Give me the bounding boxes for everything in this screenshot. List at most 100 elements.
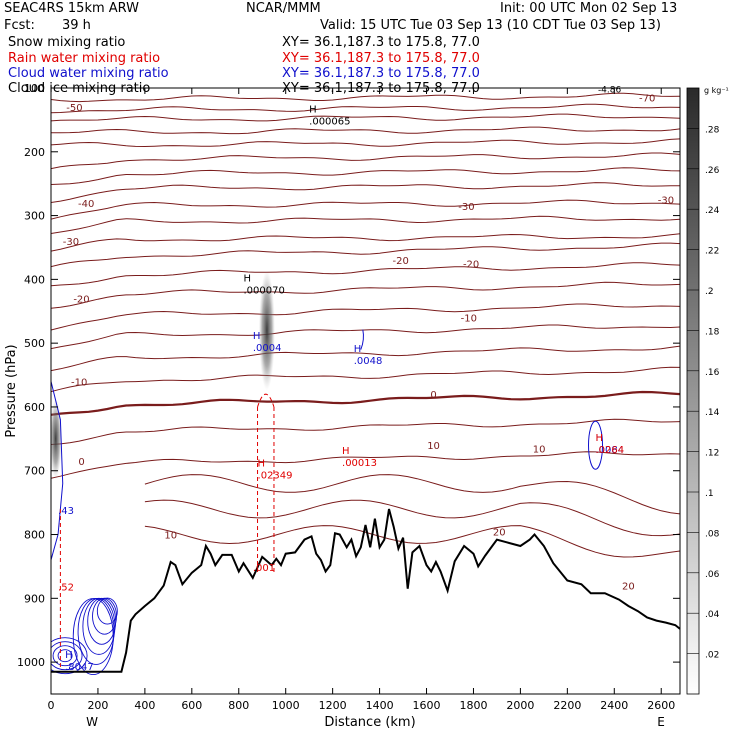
isotherm-line	[144, 525, 680, 558]
colorbar-tick-label: .24	[705, 206, 720, 216]
isotherm-label: -20	[73, 295, 89, 306]
x-tick-label: 400	[134, 699, 155, 712]
isotherm-label: -40	[78, 199, 94, 210]
extremum-letter: H	[342, 446, 350, 457]
isotherm-line	[144, 474, 680, 515]
y-tick-label: 900	[24, 592, 45, 605]
isotherm-line	[51, 182, 680, 203]
colorbar-unit: g kg⁻¹	[704, 86, 729, 95]
x-tick-label: 2000	[506, 699, 534, 712]
extremum-value: .43	[58, 506, 74, 517]
y-axis-label: Pressure (hPa)	[4, 344, 19, 437]
isotherm-line	[51, 303, 680, 331]
snow-column	[258, 270, 275, 391]
header-fcst-label: Fcst:	[4, 18, 35, 33]
isotherm-line	[51, 242, 680, 268]
isotherm-line	[51, 167, 680, 185]
colorbar-tick-label: .1	[705, 489, 714, 499]
extremum-letter: H	[258, 459, 266, 470]
isotherm-line	[51, 262, 680, 287]
y-tick-label: 300	[24, 210, 45, 223]
y-tick-label: 600	[24, 401, 45, 414]
colorbar-tick-label: .28	[705, 125, 720, 135]
cloud-water-contour	[588, 420, 604, 470]
extremum-value: .0048	[354, 356, 383, 367]
isotherm-line	[51, 324, 680, 350]
x-axis-left-end: W	[86, 715, 98, 729]
y-tick-label: 200	[24, 146, 45, 159]
header-valid: Valid: 15 UTC Tue 03 Sep 13 (10 CDT Tue …	[320, 18, 661, 33]
extremum-letter: H	[243, 274, 251, 285]
y-tick-label: 1000	[17, 656, 45, 669]
isotherm-line	[51, 113, 680, 122]
header-init: Init: 00 UTC Mon 02 Sep 13	[500, 1, 678, 16]
axes: 0 200 400 600 800 1000 1200 1400 1600 1800 2000 220…	[17, 82, 680, 712]
isotherm-label: -30	[63, 237, 79, 248]
isotherm-label: 0	[430, 390, 436, 401]
isotherm-label: -10	[461, 314, 477, 325]
colorbar-tick-label: .02	[705, 651, 719, 661]
isotherm-label: 10	[427, 441, 440, 452]
isotherm-line	[51, 92, 680, 103]
isotherm-line	[51, 345, 680, 372]
x-tick-label: 600	[181, 699, 202, 712]
extremum-letter: H	[596, 433, 604, 444]
terrain-line	[51, 508, 681, 673]
colorbar-tick-label: .04	[705, 610, 720, 620]
x-tick-label: 1800	[459, 699, 487, 712]
extremum-value: .52	[58, 582, 74, 593]
cloud-water-contour	[57, 649, 73, 663]
colorbar-tick-label: .14	[705, 408, 720, 418]
y-tick-label: 800	[24, 529, 45, 542]
extremum-letter: H	[253, 331, 261, 342]
snow-shading	[51, 270, 275, 479]
cloud-water-contour	[51, 637, 88, 675]
cloud-water-contours	[51, 329, 604, 676]
isotherm-line	[51, 103, 680, 114]
isotherm-label: 20	[622, 582, 635, 593]
snow-column-left	[51, 398, 62, 479]
colorbar-tick-label: .06	[705, 570, 720, 580]
isotherm-line	[51, 451, 680, 479]
isotherm-line	[51, 152, 680, 170]
isotherm-label: -70	[639, 94, 655, 105]
x-axis-right-end: E	[657, 715, 665, 729]
isotherm-label: 0	[78, 457, 84, 468]
colorbar-tick-label: .26	[705, 166, 720, 176]
colorbar-ticks: .02 .04 .06 .08 .1 .12 .14 .16 .18 .2 .22 .24 .26 .28	[687, 125, 720, 661]
colorbar-tick-label: .2	[705, 287, 714, 297]
field-snow-xy: XY= 36.1,187.3 to 175.8, 77.0	[282, 35, 480, 50]
isotherm-label: -20	[393, 256, 409, 267]
isotherm-label: -10	[71, 377, 87, 388]
isotherm-line	[51, 215, 680, 234]
y-tick-label: 100	[24, 82, 45, 95]
terrain-profile	[51, 508, 681, 673]
isotherm-line	[51, 366, 680, 393]
isotherm-label: 10	[533, 444, 546, 455]
cloud-water-contour	[96, 597, 118, 625]
field-rain-name: Rain water mixing ratio	[8, 51, 161, 66]
colorbar-tick-label: .18	[705, 327, 720, 337]
colorbar-tick-label: .12	[705, 449, 719, 459]
extremum-letter: H	[596, 433, 604, 444]
header-fcst-value: 39 h	[62, 18, 91, 33]
extremum-letter: H	[354, 344, 362, 355]
y-tick-label: 400	[24, 273, 45, 286]
x-axis-label: Distance (km)	[324, 715, 415, 730]
extremum-value: .0084	[596, 445, 625, 456]
x-tick-label: 1000	[272, 699, 300, 712]
x-tick-label: 0	[48, 699, 55, 712]
isotherm-line	[51, 390, 680, 416]
cloud-water-contour	[360, 329, 364, 350]
isotherm-label: 20	[493, 527, 506, 538]
x-tick-label: 1200	[319, 699, 347, 712]
extremum-value: .0264	[596, 445, 625, 456]
isotherm-line	[51, 199, 680, 220]
isotherm-label: 10	[164, 531, 177, 542]
isotherm-line	[51, 126, 680, 135]
cloud-water-contour	[52, 645, 78, 667]
isotherm-line	[51, 281, 680, 309]
colorbar-tick-label: .22	[705, 247, 719, 257]
colorbar	[686, 87, 700, 695]
